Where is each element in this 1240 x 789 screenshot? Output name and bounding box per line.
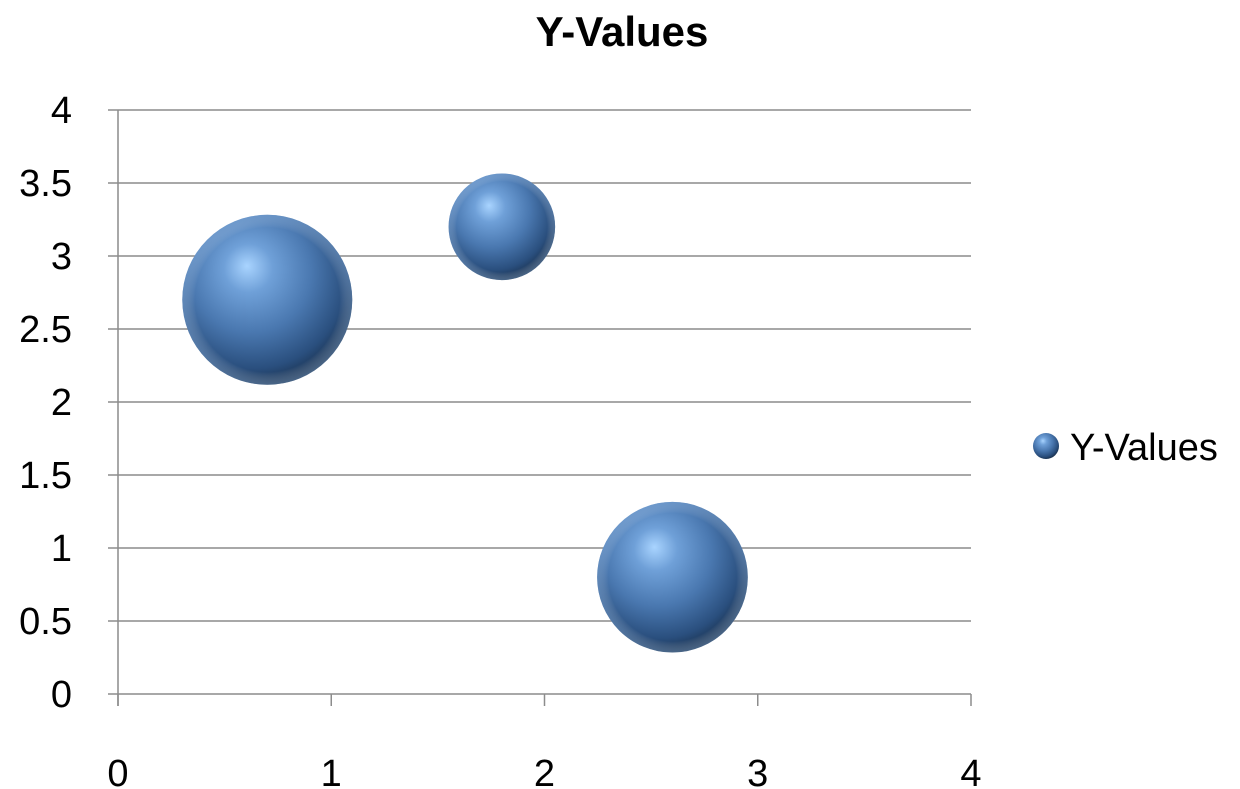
x-tick-label: 3 xyxy=(747,753,768,789)
axes xyxy=(108,109,972,706)
x-tick-label: 2 xyxy=(534,753,555,789)
y-axis-tick-labels: 0 0.5 1 1.5 2 2.5 3 3.5 4 xyxy=(19,90,72,716)
legend: Y-Values xyxy=(1033,427,1218,469)
bubble-highlight xyxy=(597,501,748,653)
legend-label: Y-Values xyxy=(1070,427,1218,469)
y-tick-label: 4 xyxy=(51,90,72,132)
y-tick-label: 0 xyxy=(51,674,72,716)
y-tick-label: 1 xyxy=(51,528,72,570)
y-tick-label: 1.5 xyxy=(19,455,72,497)
bubble-highlight xyxy=(182,214,353,385)
y-tick-label: 2.5 xyxy=(19,309,72,351)
y-tick-label: 2 xyxy=(51,382,72,424)
y-tick-label: 3.5 xyxy=(19,163,72,205)
legend-marker xyxy=(1033,433,1059,459)
x-tick-label: 4 xyxy=(960,753,981,789)
x-tick-label: 0 xyxy=(107,753,128,789)
bubble-series xyxy=(182,173,748,653)
y-tick-label: 3 xyxy=(51,236,72,278)
y-tick-label: 0.5 xyxy=(19,601,72,643)
bubble-highlight xyxy=(448,173,556,281)
x-tick-label: 1 xyxy=(321,753,342,789)
chart-title: Y-Values xyxy=(536,8,709,55)
x-axis-tick-labels: 0 1 2 3 4 xyxy=(107,753,981,789)
